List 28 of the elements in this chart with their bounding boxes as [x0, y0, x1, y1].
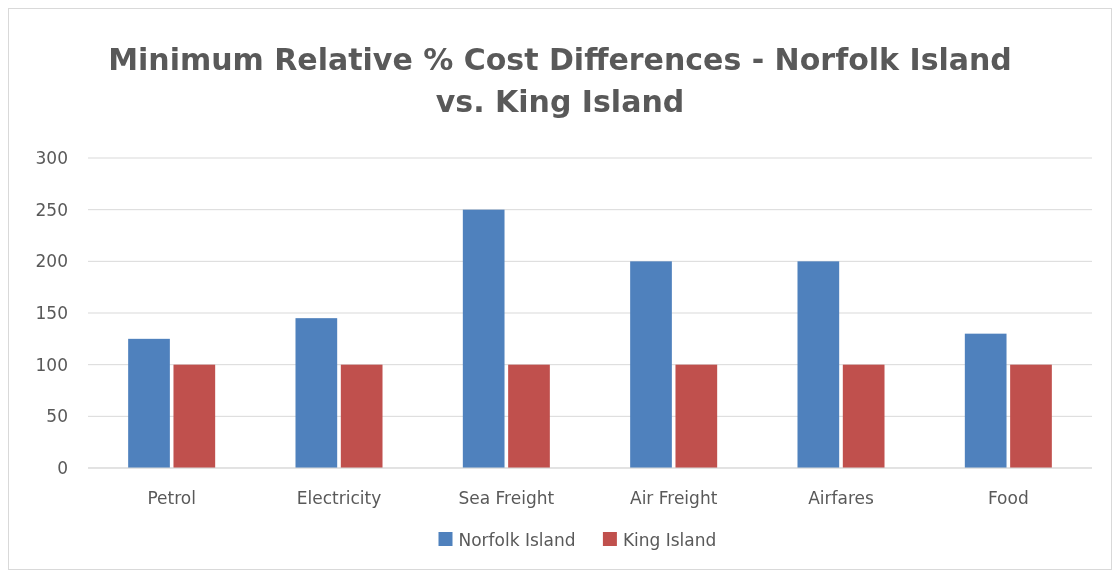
bar: [964, 333, 1007, 468]
x-tick-label: Sea Freight: [458, 488, 555, 508]
bar: [295, 318, 338, 468]
x-tick-label: Airfares: [808, 488, 874, 508]
bar: [1010, 364, 1052, 468]
x-tick-label: Food: [987, 488, 1029, 508]
y-tick-label: 50: [46, 406, 68, 427]
y-tick-label: 100: [35, 354, 68, 375]
y-tick-label: 300: [35, 147, 68, 168]
bar: [675, 364, 718, 468]
bar: [842, 364, 885, 468]
y-tick-label: 200: [35, 251, 68, 272]
bar: [340, 364, 383, 468]
y-tick-label: 250: [35, 199, 68, 220]
x-tick-label: Air Freight: [630, 488, 718, 508]
bar: [128, 338, 170, 468]
chart-title: Minimum Relative % Cost Differences - Norfolk Island vs. King Island: [108, 42, 1012, 119]
bar: [173, 364, 216, 468]
y-tick-label: 150: [35, 302, 68, 323]
bar: [462, 209, 505, 468]
bar: [630, 261, 672, 468]
x-tick-label: Petrol: [147, 488, 196, 508]
bar: [508, 364, 550, 468]
bar: [797, 261, 840, 468]
legend-label: Norfolk Island: [458, 529, 576, 550]
y-tick-label: 0: [57, 457, 68, 478]
x-tick-label: Electricity: [296, 488, 382, 508]
legend-label: King Island: [622, 529, 717, 550]
